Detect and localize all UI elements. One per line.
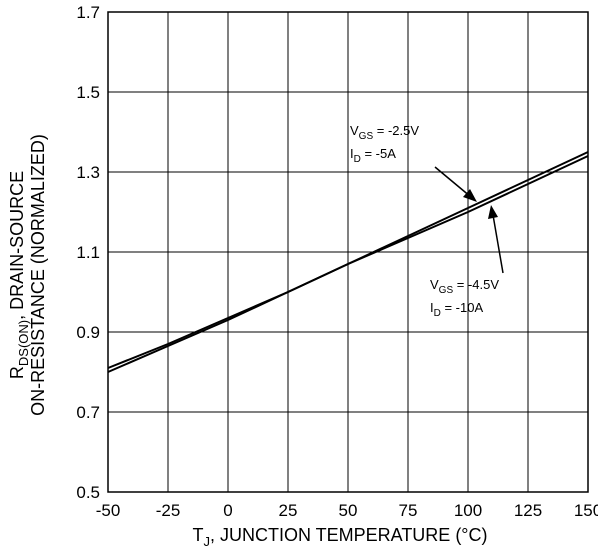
annotation-vgs-4.5-line1: VGS = -4.5V <box>430 277 499 296</box>
y-axis-title-line1: RDS(ON), DRAIN-SOURCE <box>7 171 31 379</box>
y-tick-label: 1.7 <box>76 3 100 22</box>
y-tick-label: 1.1 <box>76 243 100 262</box>
x-tick-label: 125 <box>514 501 542 520</box>
annotation-arrows <box>434 166 504 274</box>
y-tick-label: 0.9 <box>76 323 100 342</box>
x-tick-label: 100 <box>454 501 482 520</box>
y-tick-label: 0.5 <box>76 483 100 502</box>
annotation-vgs-2.5-line2: ID = -5A <box>350 146 396 165</box>
series-line-2 <box>107 155 589 369</box>
x-tick-label: -50 <box>96 501 121 520</box>
y-tick-label: 1.3 <box>76 163 100 182</box>
arrow-vgs-4.5-head <box>488 205 498 219</box>
arrow-vgs-2.5-head <box>463 189 477 202</box>
x-tick-label: 75 <box>399 501 418 520</box>
annotation-vgs-4.5: VGS = -4.5V ID = -10A <box>430 277 499 319</box>
y-tick-label: 1.5 <box>76 83 100 102</box>
x-tick-label: 150 <box>574 501 598 520</box>
x-tick-label: 50 <box>339 501 358 520</box>
tick-labels: -50 -25 0 25 50 75 100 125 150 0.5 0.7 0.9 1.1 1.3 1.5… <box>76 3 598 520</box>
x-tick-label: -25 <box>156 501 181 520</box>
arrow-vgs-4.5-shaft <box>492 214 504 274</box>
y-axis-title: RDS(ON), DRAIN-SOURCE ON-RESISTANCE (NOR… <box>7 134 48 416</box>
arrow-vgs-2.5-shaft <box>434 166 472 198</box>
y-axis-title-line2: ON-RESISTANCE (NORMALIZED) <box>28 134 48 416</box>
grid <box>107 11 589 493</box>
annotation-vgs-2.5-line1: VGS = -2.5V <box>350 123 419 142</box>
series-layer <box>107 151 589 373</box>
plot-frame <box>107 11 589 493</box>
y-tick-label: 0.7 <box>76 403 100 422</box>
x-axis-title: TJ, JUNCTION TEMPERATURE (°C) <box>192 525 487 549</box>
annotation-vgs-4.5-line2: ID = -10A <box>430 300 483 319</box>
x-tick-label: 25 <box>279 501 298 520</box>
x-tick-label: 0 <box>223 501 232 520</box>
annotation-vgs-2.5: VGS = -2.5V ID = -5A <box>350 123 419 165</box>
